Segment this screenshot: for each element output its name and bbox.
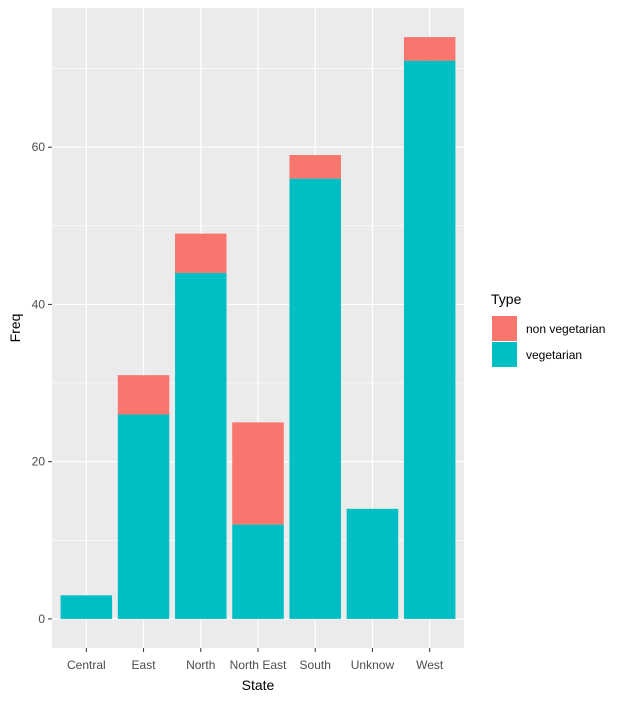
y-axis: 0 20 40 60 <box>32 140 52 626</box>
x-axis: Central East North North East South Unknow Wes… <box>67 648 444 672</box>
bar-non-vegetarian <box>175 233 227 273</box>
legend-key-vegetarian <box>492 342 517 367</box>
legend: Type non vegetarian vegetarian <box>491 291 605 367</box>
bar-non-vegetarian <box>117 375 170 415</box>
x-tick-label: Central <box>67 658 106 672</box>
x-tick-label: East <box>132 658 157 672</box>
bar-vegetarian <box>175 272 227 619</box>
y-tick-label: 20 <box>32 455 46 469</box>
bar-vegetarian <box>232 524 284 619</box>
bar-non-vegetarian <box>289 155 341 179</box>
bar-vegetarian <box>346 508 399 619</box>
legend-label: vegetarian <box>526 348 582 362</box>
y-axis-title: Freq <box>7 314 23 343</box>
y-tick-label: 0 <box>38 612 45 626</box>
bar-vegetarian <box>60 595 113 619</box>
legend-label: non vegetarian <box>526 322 605 336</box>
x-tick-label: Unknow <box>351 658 395 672</box>
y-tick-label: 60 <box>32 140 46 154</box>
x-tick-label: North East <box>230 658 287 672</box>
bar-non-vegetarian <box>232 422 284 525</box>
x-tick-label: South <box>300 658 331 672</box>
x-tick-label: West <box>416 658 444 672</box>
x-axis-title: State <box>242 677 275 693</box>
bar-non-vegetarian <box>403 37 456 61</box>
legend-key-non-vegetarian <box>492 316 517 341</box>
legend-title: Type <box>491 291 522 307</box>
bar-vegetarian <box>403 60 456 619</box>
bar-vegetarian <box>289 178 341 619</box>
y-tick-label: 40 <box>32 297 46 311</box>
bars <box>60 37 456 619</box>
bar-vegetarian <box>117 414 170 619</box>
x-tick-label: North <box>186 658 215 672</box>
